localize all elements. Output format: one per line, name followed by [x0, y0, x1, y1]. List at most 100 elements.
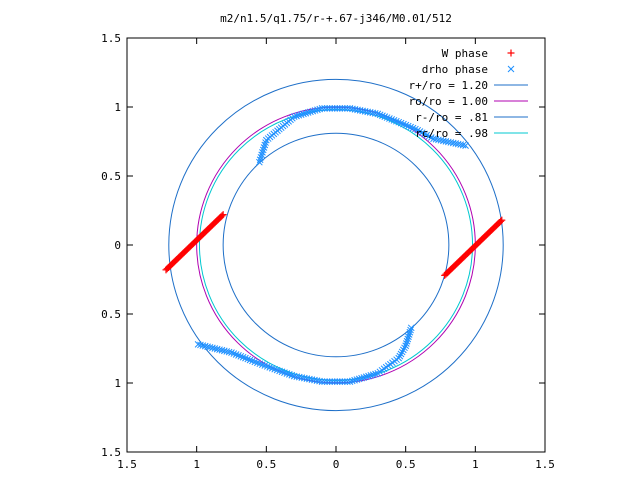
drho-phase-point — [290, 372, 298, 380]
drho-phase-point — [304, 109, 312, 116]
drho-phase-point — [405, 331, 413, 338]
drho-phase-point — [406, 328, 414, 336]
legend-label: r+/ro = 1.20 — [409, 79, 488, 92]
y-tick-label: 0 — [114, 239, 121, 252]
drho-phase-point — [242, 354, 249, 362]
legend-label: W phase — [442, 47, 488, 60]
drho-phase-point — [462, 142, 469, 149]
drho-phase-point — [349, 105, 356, 113]
drho-phase-point — [260, 144, 268, 151]
drho-phase-point — [346, 105, 354, 112]
drho-phase-point — [367, 372, 375, 379]
drho-phase-point — [356, 107, 364, 114]
drho-phase-point — [386, 115, 393, 122]
drho-phase-point — [351, 106, 359, 113]
legend-label: r-/ro = .81 — [415, 111, 488, 124]
drho-phase-point — [403, 340, 410, 347]
drho-phase-point — [333, 105, 341, 112]
drho-phase-point — [328, 105, 336, 112]
circle-r-1_2 — [168, 78, 504, 412]
drho-phase-point — [306, 375, 313, 383]
drho-phase-point — [351, 376, 358, 384]
drho-phase-point — [355, 375, 363, 383]
drho-phase-point — [295, 111, 303, 119]
legend: W phase drho phase r+/ro = 1.20 ro/ro = 1.0… — [409, 47, 528, 140]
drho-phase-point — [336, 378, 344, 385]
drho-phase-point — [225, 348, 233, 356]
drho-phase-point — [295, 373, 303, 381]
drho-phase-point — [372, 370, 379, 378]
drho-phase-point — [341, 378, 349, 385]
drho-phase-point — [366, 109, 374, 116]
drho-phase-point — [396, 352, 404, 360]
drho-phase-point — [376, 111, 384, 119]
drho-phase-point — [348, 377, 356, 385]
drho-phase-point — [341, 105, 349, 112]
drho-phase-point — [374, 110, 382, 118]
drho-phase-point — [328, 378, 336, 385]
axis-tick-labels: 1.5 1 0.5 0 0.5 1 1.51.510.500.511.5 — [101, 32, 555, 471]
drho-phase-point — [399, 346, 407, 354]
circle-r-0_81 — [222, 132, 450, 358]
drho-phase-point — [314, 106, 321, 114]
drho-phase-point — [407, 324, 415, 332]
drho-phase-point — [336, 105, 344, 112]
w-phase-point — [219, 211, 227, 219]
drho-phase-point — [459, 141, 467, 149]
x-tick-label: 1 — [193, 458, 200, 471]
drho-phase-point — [364, 108, 372, 116]
drho-phase-point — [303, 375, 311, 382]
drho-phase-point — [228, 349, 235, 356]
x-tick-label: 1.5 — [117, 458, 137, 471]
drho-phase-point — [256, 158, 263, 166]
drho-phase-point — [403, 337, 411, 345]
drho-phase-point — [321, 105, 328, 112]
drho-phase-point — [244, 355, 252, 363]
drho-phase-point — [338, 378, 346, 385]
drho-phase-point — [362, 373, 370, 381]
legend-label: drho phase — [422, 63, 488, 76]
w-phase-point — [218, 212, 226, 220]
w-phase-point — [497, 217, 505, 225]
drho-phase-point — [258, 151, 266, 159]
drho-phase-point — [407, 326, 414, 334]
legend-label: rc/ro = .98 — [415, 127, 488, 140]
drho-phase-point — [298, 374, 306, 381]
drho-phase-point — [353, 376, 361, 383]
drho-phase-point — [388, 116, 396, 123]
y-tick-label: 1 — [114, 377, 121, 390]
drho-phase-point — [262, 139, 269, 146]
drho-phase-point — [361, 108, 369, 115]
drho-phase-point — [333, 378, 341, 385]
drho-phase-point — [237, 352, 245, 360]
drho-phase-point — [318, 105, 326, 112]
drho-phase-point — [404, 335, 412, 343]
drho-phase-point — [390, 116, 398, 124]
drho-phase-point — [371, 110, 379, 117]
legend-label: ro/ro = 1.00 — [409, 95, 488, 108]
drho-phase-point — [311, 376, 318, 384]
chart-title: m2/n1.5/q1.75/r-+.67-j346/M0.01/512 — [220, 12, 452, 25]
drho-phase-point — [326, 378, 334, 385]
drho-phase-point — [395, 354, 403, 362]
marker-series — [162, 105, 506, 385]
drho-phase-point — [246, 356, 254, 364]
drho-phase-point — [230, 350, 238, 357]
drho-phase-point — [331, 105, 339, 112]
x-tick-label: 0.5 — [396, 458, 416, 471]
drho-phase-point — [307, 108, 314, 116]
drho-phase-point — [405, 333, 412, 341]
drho-phase-point — [261, 141, 269, 149]
drho-phase-point — [257, 153, 265, 161]
drho-phase-point — [326, 105, 334, 112]
drho-phase-point — [256, 156, 264, 164]
drho-phase-point — [401, 344, 408, 352]
drho-phase-point — [323, 378, 331, 385]
drho-phase-point — [381, 113, 389, 121]
drho-phase-point — [331, 378, 339, 385]
y-tick-label: 0.5 — [101, 308, 121, 321]
drho-phase-point — [302, 109, 310, 117]
drho-phase-point — [309, 107, 317, 115]
drho-phase-point — [354, 106, 361, 114]
